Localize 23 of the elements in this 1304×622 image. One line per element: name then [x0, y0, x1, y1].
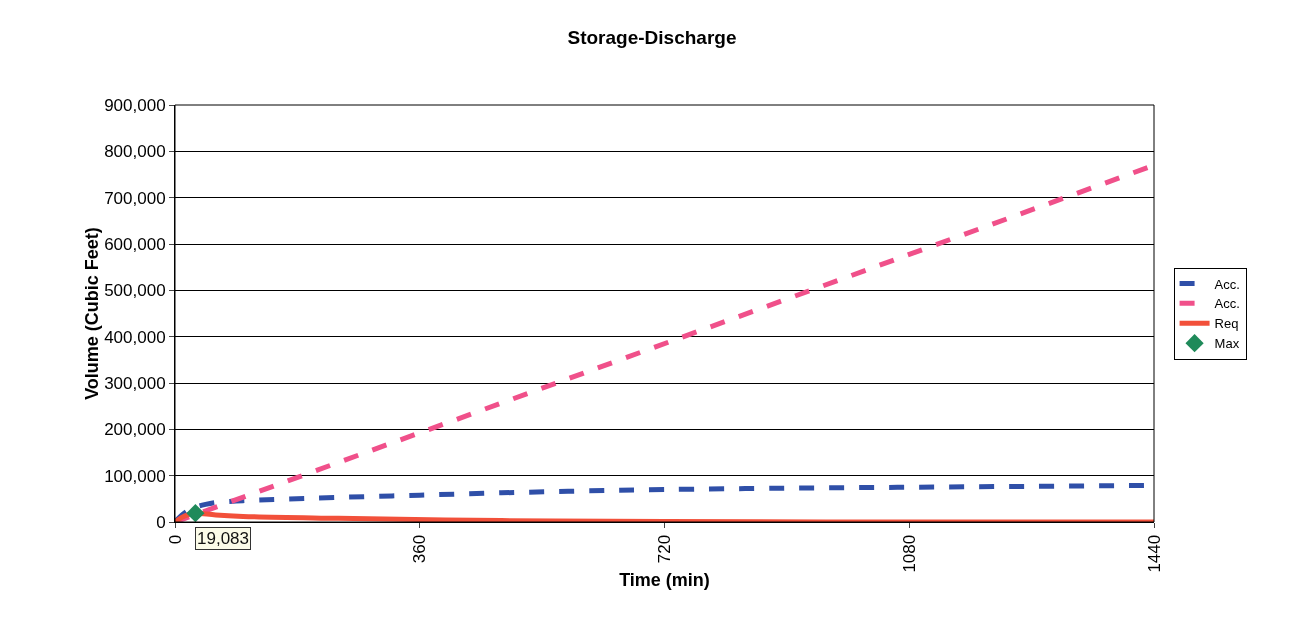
y-tick-label: 400,000: [104, 327, 166, 347]
data-label: 19,083: [197, 529, 249, 548]
y-tick-label: 600,000: [104, 234, 166, 254]
y-tick-label: 300,000: [104, 373, 166, 393]
y-tick-label: 800,000: [104, 142, 166, 162]
x-tick-label: 1440: [1144, 534, 1164, 573]
y-tick-label: 200,000: [104, 420, 166, 440]
y-tick-label: 700,000: [104, 188, 166, 208]
y-tick-label: 100,000: [104, 466, 166, 486]
x-axis-title: Time (min): [619, 570, 710, 590]
y-tick-label: 500,000: [104, 281, 166, 301]
y-tick-label: 900,000: [104, 95, 166, 115]
x-tick-label: 1080: [899, 534, 919, 573]
x-tick-label: 360: [410, 534, 430, 564]
legend-label: Max: [1214, 336, 1240, 352]
chart-title: Storage-Discharge: [567, 27, 737, 49]
x-tick-label: 720: [655, 534, 675, 564]
y-axis-title: Volume (Cubic Feet): [82, 227, 103, 400]
y-tick-label: 0: [156, 512, 166, 532]
x-tick-label: 0: [165, 534, 185, 545]
legend-label: Acc.: [1214, 276, 1240, 292]
legend-label: Req: [1214, 316, 1239, 332]
legend-label: Acc.: [1214, 296, 1240, 312]
